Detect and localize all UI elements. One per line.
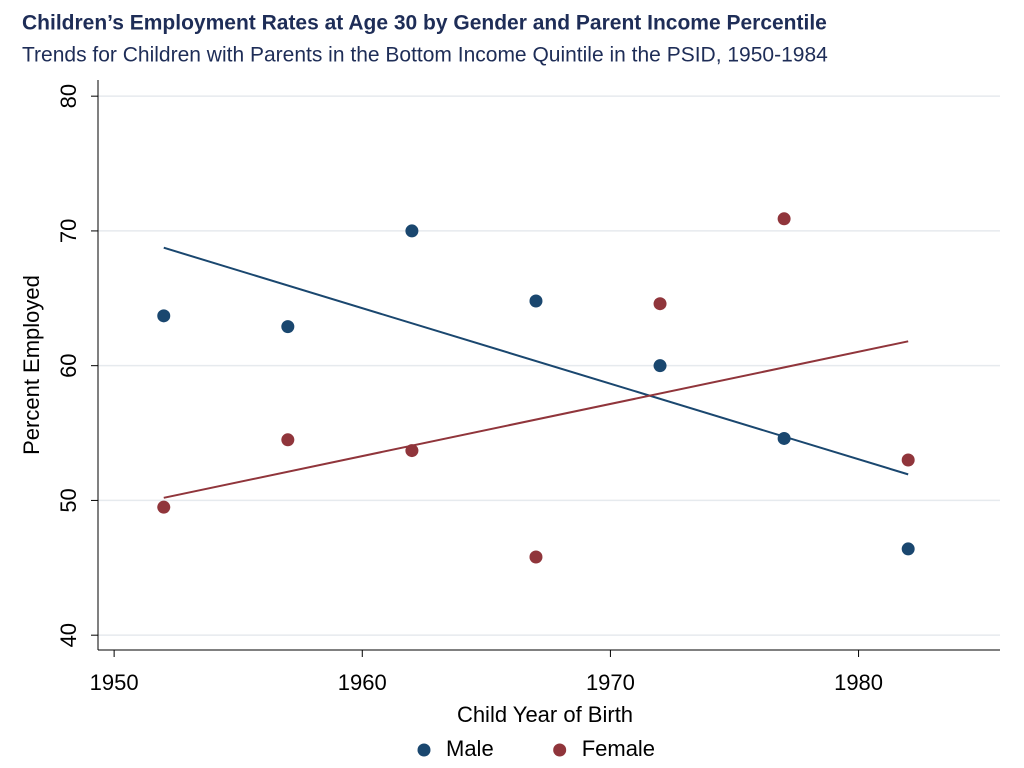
x-tick-label: 1960 bbox=[338, 670, 387, 695]
point bbox=[901, 453, 915, 467]
point bbox=[405, 444, 419, 458]
y-tick-label: 50 bbox=[56, 488, 81, 512]
point bbox=[157, 500, 171, 514]
point bbox=[281, 320, 295, 334]
y-tick-label: 60 bbox=[56, 353, 81, 377]
point bbox=[777, 212, 791, 226]
point bbox=[529, 294, 543, 308]
point bbox=[901, 542, 915, 556]
point bbox=[529, 550, 543, 564]
x-axis-title: Child Year of Birth bbox=[457, 702, 633, 727]
fit-line bbox=[163, 246, 909, 476]
point bbox=[653, 359, 667, 373]
x-tick-label: 1970 bbox=[586, 670, 635, 695]
legend-label: Male bbox=[446, 736, 494, 761]
chart-title: Children’s Employment Rates at Age 30 by… bbox=[22, 12, 827, 35]
legend-marker bbox=[417, 743, 431, 757]
fit-line bbox=[163, 340, 909, 499]
x-tick-label: 1950 bbox=[90, 670, 139, 695]
y-axis-title: Percent Employed bbox=[19, 275, 44, 455]
chart-subtitle: Trends for Children with Parents in the … bbox=[22, 44, 828, 67]
point bbox=[653, 297, 667, 311]
x-tick-label: 1980 bbox=[834, 670, 883, 695]
point bbox=[405, 224, 419, 238]
y-tick-label: 40 bbox=[56, 623, 81, 647]
legend-label: Female bbox=[582, 736, 655, 761]
y-tick-label: 70 bbox=[56, 219, 81, 243]
y-tick-label: 80 bbox=[56, 84, 81, 108]
point bbox=[281, 433, 295, 447]
point bbox=[777, 431, 791, 445]
legend-marker bbox=[553, 743, 567, 757]
point bbox=[157, 309, 171, 323]
